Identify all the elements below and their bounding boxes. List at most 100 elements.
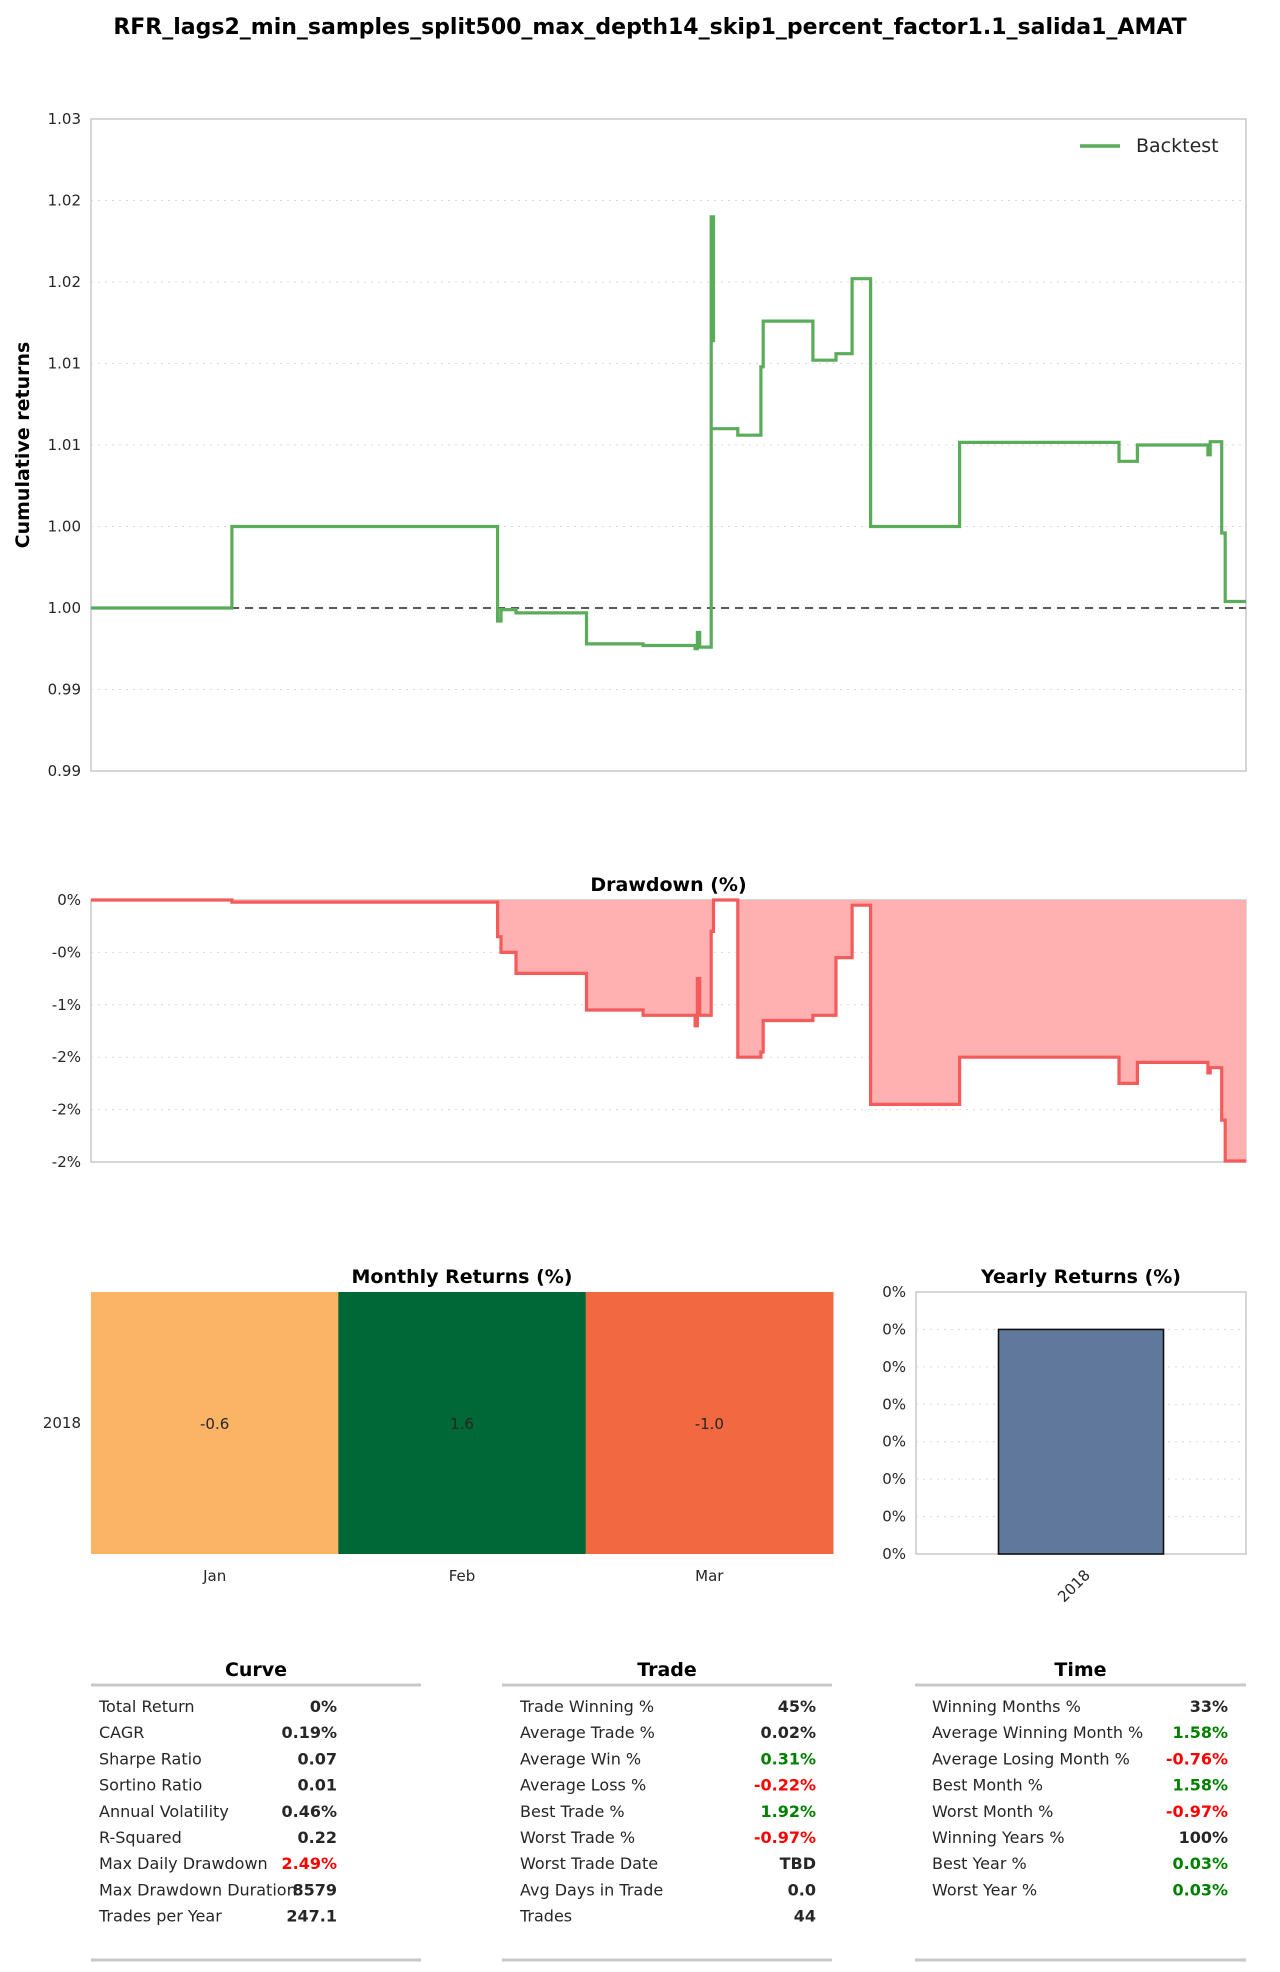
- yearly-ytick-label: 0%: [882, 1320, 906, 1338]
- equity-ytick-label: 0.99: [48, 762, 81, 780]
- stats-label: Best Month %: [932, 1776, 1043, 1795]
- monthly-cell-label: -0.6: [200, 1415, 229, 1433]
- stats-label: Average Trade %: [520, 1723, 655, 1742]
- stats-label: Trades: [519, 1907, 572, 1926]
- stats-value: 0.02%: [760, 1723, 816, 1742]
- stats-label: CAGR: [99, 1723, 144, 1742]
- stats-value: -0.22%: [754, 1776, 816, 1795]
- monthly-column-label: Mar: [695, 1567, 724, 1585]
- equity-ytick-label: 1.00: [48, 518, 81, 536]
- stats-value: 33%: [1190, 1697, 1228, 1716]
- equity-series-line: [91, 215, 1246, 651]
- stats-value: 247.1: [286, 1907, 337, 1926]
- stats-label: Worst Trade %: [520, 1828, 635, 1847]
- stats-title-curve: Curve: [225, 1659, 287, 1681]
- stats-label: Winning Months %: [932, 1697, 1081, 1716]
- equity-ylabel: Cumulative returns: [12, 342, 34, 549]
- stats-value: 100%: [1179, 1828, 1228, 1847]
- monthly-cell: [585, 1292, 834, 1554]
- stats-value: TBD: [780, 1854, 816, 1873]
- stats-label: R-Squared: [99, 1828, 182, 1847]
- yearly-ytick-label: 0%: [882, 1283, 906, 1301]
- stats-label: Total Return: [98, 1697, 195, 1716]
- stats-label: Average Win %: [520, 1749, 641, 1768]
- stats-label: Worst Year %: [932, 1880, 1037, 1899]
- yearly-xtick-label: 2018: [1054, 1566, 1094, 1606]
- stats-value: 0.22: [298, 1828, 337, 1847]
- stats-label: Trades per Year: [98, 1907, 222, 1926]
- drawdown-ytick-label: 0%: [57, 891, 81, 909]
- monthly-returns-heatmap: Monthly Returns (%) 2018 -0.6 1.6 -1.0 Jan Feb…: [43, 1266, 834, 1585]
- stats-label: Trade Winning %: [519, 1697, 654, 1716]
- equity-ytick-label: 1.00: [48, 599, 81, 617]
- equity-ytick-label: 1.01: [48, 436, 81, 454]
- drawdown-area: [91, 900, 1246, 1161]
- stats-value: 0.19%: [281, 1723, 337, 1742]
- monthly-column-label: Feb: [449, 1567, 476, 1585]
- stats-value: 1.58%: [1172, 1723, 1228, 1742]
- stats-tables: Curve Total Return 0% CAGR 0.19% Sharpe Ratio…: [91, 1659, 1246, 1962]
- yearly-ytick-label: 0%: [882, 1433, 906, 1451]
- stats-value: 0.46%: [281, 1802, 337, 1821]
- drawdown-title: Drawdown (%): [590, 874, 746, 896]
- monthly-title: Monthly Returns (%): [352, 1266, 573, 1288]
- stats-value: 8579: [292, 1880, 337, 1899]
- stats-value: 0.31%: [760, 1749, 816, 1768]
- equity-chart: 1.03 1.02 1.02 1.01 1.01 1.00 1.00 0.99 0.99 Cumu…: [12, 110, 1247, 780]
- drawdown-line: [91, 898, 1246, 1163]
- stats-value: 1.58%: [1172, 1776, 1228, 1795]
- stats-value: 0.03%: [1172, 1880, 1228, 1899]
- equity-ytick-label: 1.02: [48, 192, 81, 210]
- drawdown-ytick-label: -2%: [52, 1153, 81, 1171]
- stats-value: 1.92%: [760, 1802, 816, 1821]
- stats-label: Average Losing Month %: [932, 1749, 1130, 1768]
- stats-title-time: Time: [1054, 1659, 1106, 1681]
- stats-value: 0.0: [788, 1880, 816, 1899]
- legend-label: Backtest: [1136, 135, 1219, 157]
- monthly-cell: [338, 1292, 587, 1554]
- yearly-bar: [997, 1328, 1165, 1555]
- stats-value: 2.49%: [281, 1854, 337, 1873]
- equity-ytick-label: 1.03: [48, 110, 81, 128]
- equity-ytick-label: 0.99: [48, 681, 81, 699]
- stats-title-trade: Trade: [637, 1659, 697, 1681]
- monthly-cell-label: -1.0: [695, 1415, 724, 1433]
- stats-value: -0.97%: [754, 1828, 816, 1847]
- stats-value: -0.76%: [1166, 1749, 1228, 1768]
- drawdown-ytick-label: -2%: [52, 1048, 81, 1066]
- stats-value: -0.97%: [1166, 1802, 1228, 1821]
- yearly-ytick-label: 0%: [882, 1545, 906, 1563]
- stats-value: 0.01: [298, 1776, 337, 1795]
- stats-label: Worst Month %: [932, 1802, 1053, 1821]
- monthly-cell-label: 1.6: [450, 1415, 474, 1433]
- equity-ytick-label: 1.02: [48, 273, 81, 291]
- stats-label: Average Winning Month %: [932, 1723, 1143, 1742]
- stats-label: Average Loss %: [520, 1776, 646, 1795]
- stats-value: 45%: [778, 1697, 816, 1716]
- monthly-cell: [91, 1292, 339, 1554]
- stats-label: Annual Volatility: [99, 1802, 229, 1821]
- monthly-column-label: Jan: [202, 1567, 226, 1585]
- yearly-ytick-label: 0%: [882, 1358, 906, 1376]
- equity-ytick-label: 1.01: [48, 355, 81, 373]
- yearly-ytick-label: 0%: [882, 1395, 906, 1413]
- stats-label: Best Year %: [932, 1854, 1027, 1873]
- stats-label: Sortino Ratio: [99, 1776, 202, 1795]
- yearly-ytick-label: 0%: [882, 1508, 906, 1526]
- stats-label: Max Daily Drawdown: [99, 1854, 268, 1873]
- drawdown-chart: Drawdown (%) 0% -0% -1% -2% -2% -2%: [52, 874, 1247, 1171]
- stats-value: 44: [794, 1907, 816, 1926]
- stats-label: Worst Trade Date: [520, 1854, 658, 1873]
- stats-value: 0.07: [298, 1749, 337, 1768]
- drawdown-ytick-label: -0%: [52, 943, 81, 961]
- equity-plot-area: [90, 118, 1247, 772]
- stats-label: Avg Days in Trade: [520, 1880, 663, 1899]
- stats-label: Max Drawdown Duration: [99, 1880, 297, 1899]
- stats-value: 0%: [310, 1697, 337, 1716]
- yearly-returns-chart: Yearly Returns (%) 0% 0% 0% 0% 0% 0% 0% 0% 2018: [882, 1266, 1247, 1606]
- stats-label: Best Trade %: [520, 1802, 625, 1821]
- yearly-title: Yearly Returns (%): [980, 1266, 1181, 1288]
- figure-title: RFR_lags2_min_samples_split500_max_depth…: [113, 15, 1186, 40]
- stats-label: Sharpe Ratio: [99, 1749, 202, 1768]
